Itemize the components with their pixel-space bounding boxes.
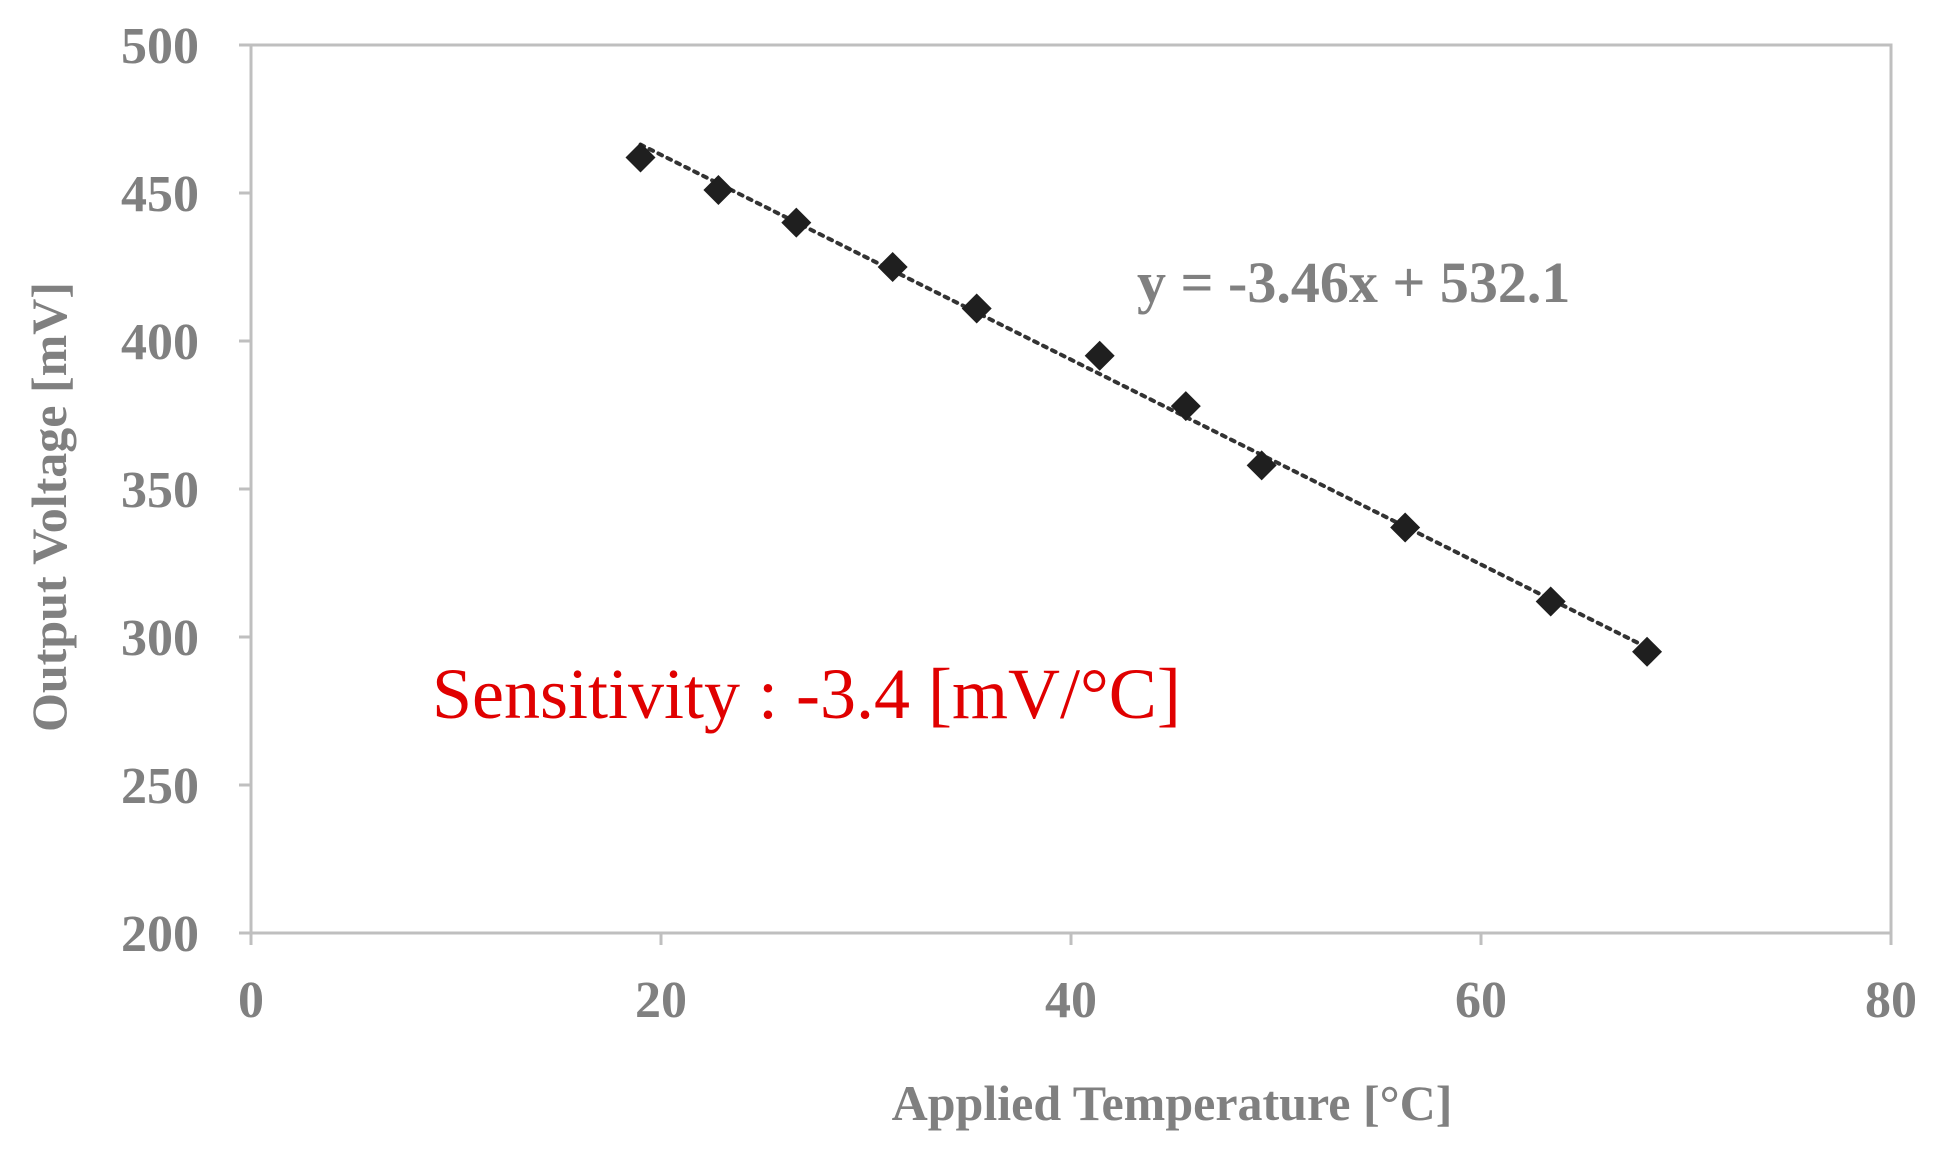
- data-point: [1084, 340, 1115, 371]
- data-point: [1535, 586, 1566, 617]
- x-tick-label: 20: [635, 972, 687, 1029]
- data-point: [1632, 636, 1663, 667]
- data-point: [625, 142, 656, 173]
- trendline-equation: y = -3.46x + 532.1: [1137, 250, 1570, 315]
- sensitivity-annotation: Sensitivity : -3.4 [mV/°C]: [432, 654, 1181, 734]
- data-point: [1390, 512, 1421, 543]
- data-point: [781, 207, 812, 238]
- data-point: [961, 293, 992, 324]
- data-point: [877, 252, 908, 282]
- data-point: [1170, 391, 1201, 422]
- y-tick-label: 300: [121, 610, 199, 667]
- y-tick-label: 250: [121, 758, 199, 815]
- data-point: [1246, 450, 1277, 481]
- y-tick-label: 400: [121, 314, 199, 371]
- x-tick-label: 0: [238, 972, 264, 1029]
- y-tick-label: 450: [121, 166, 199, 223]
- x-axis-title: Applied Temperature [°C]: [892, 1075, 1453, 1131]
- y-axis-title: Output Voltage [mV]: [21, 282, 77, 732]
- y-tick-marks: [239, 43, 251, 935]
- y-tick-labels: 200 250 300 350 400 450 500: [121, 18, 199, 963]
- y-tick-label: 200: [121, 906, 199, 963]
- y-tick-label: 500: [121, 18, 199, 75]
- plot-area-frame: [249, 43, 1893, 935]
- x-tick-labels: 0 20 40 60 80: [238, 972, 1917, 1029]
- y-tick-label: 350: [121, 462, 199, 519]
- data-points: [625, 142, 1663, 667]
- x-tick-marks: [249, 933, 1893, 945]
- x-tick-label: 60: [1455, 972, 1507, 1029]
- x-tick-label: 40: [1045, 972, 1097, 1029]
- trendline: [638, 142, 1650, 650]
- data-point: [703, 175, 734, 206]
- trendline-line: [638, 142, 1650, 650]
- x-tick-label: 80: [1865, 972, 1917, 1029]
